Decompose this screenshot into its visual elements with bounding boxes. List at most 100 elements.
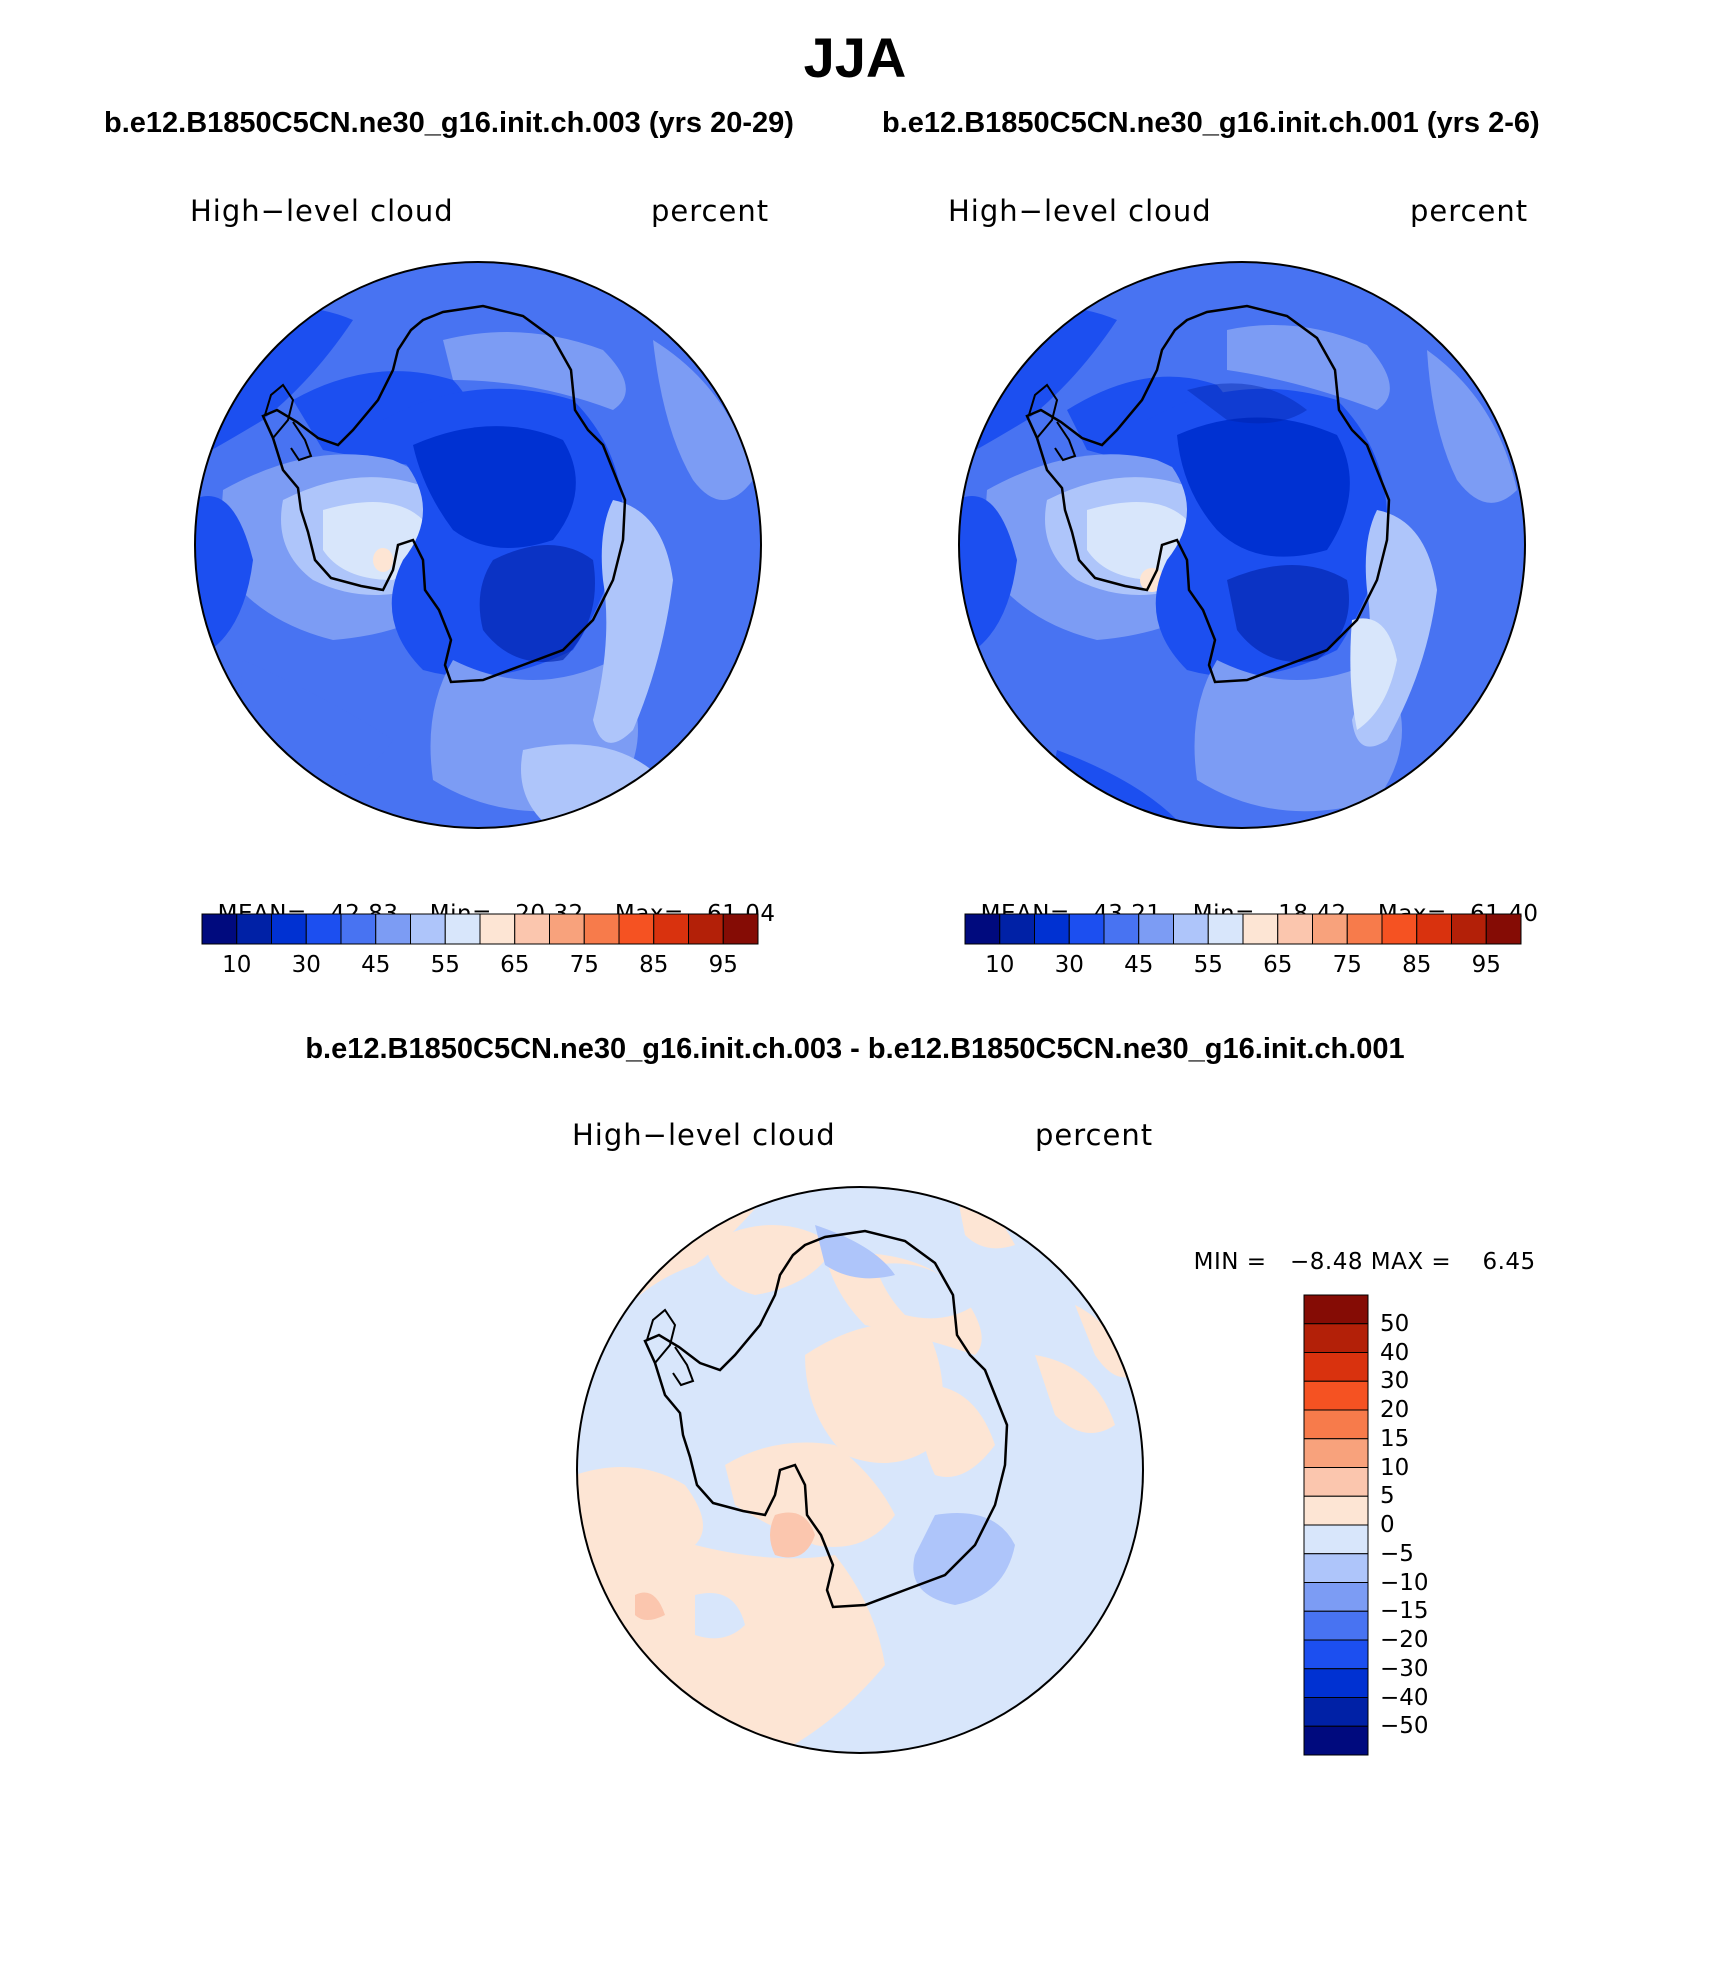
colorbar-swatch [201, 913, 238, 945]
colorbar-tick-label: 75 [1332, 952, 1362, 978]
diff-units-label: percent [1035, 1118, 1154, 1152]
colorbar-tick-label: 55 [430, 952, 460, 978]
colorbar-swatch [1303, 1495, 1369, 1526]
colorbar-tick-label: 10 [985, 952, 1015, 978]
colorbar-tick-label: 45 [1124, 952, 1154, 978]
colorbar-swatch [1416, 913, 1452, 945]
colorbar-swatch [1303, 1352, 1369, 1382]
colorbar-tick-label: 10 [1380, 1454, 1410, 1481]
colorbar-tick-label: 20 [1380, 1397, 1410, 1423]
colorbar-swatch [1303, 1610, 1369, 1641]
colorbar-swatch [236, 913, 272, 945]
colorbar-tick-label: −50 [1380, 1713, 1429, 1740]
colorbar-tick-label: 75 [569, 952, 599, 978]
colorbar-tick-label: −15 [1380, 1598, 1429, 1625]
colorbar-swatch [1138, 913, 1174, 945]
colorbar-swatch [722, 913, 759, 945]
colorbar-tick-label: 10 [222, 952, 252, 978]
diff-min-value: −8.48 [1289, 1249, 1363, 1275]
diff-max-value: 6.45 [1482, 1249, 1536, 1275]
colorbar-tick-label: 50 [1380, 1310, 1410, 1337]
colorbar-swatch [1173, 913, 1209, 945]
colorbar-swatch [375, 913, 411, 945]
right-case-title: b.e12.B1850C5CN.ne30_g16.init.ch.001 (yr… [882, 107, 1540, 139]
colorbar-swatch [1346, 913, 1383, 945]
colorbar-tick-label: 95 [708, 952, 738, 978]
colorbar-swatch [1303, 1380, 1369, 1411]
colorbar-swatch [618, 913, 655, 945]
colorbar-swatch [1068, 913, 1105, 945]
figure-season-title: JJA [803, 26, 907, 89]
colorbar-tick-label: −5 [1380, 1540, 1414, 1567]
colorbar-swatch [1303, 1409, 1369, 1440]
diff-variable-label: High−level cloud [572, 1118, 836, 1152]
colorbar-swatch [1103, 913, 1140, 945]
colorbar-swatch [688, 913, 724, 945]
colorbar-tick-label: 30 [1054, 952, 1084, 978]
colorbar-swatch [1242, 913, 1279, 945]
colorbar-swatch [444, 913, 481, 945]
colorbar-swatch [305, 913, 342, 945]
colorbar-tick-label: −10 [1380, 1569, 1429, 1596]
colorbar-swatch [1303, 1323, 1369, 1353]
colorbar-tick-label: −30 [1380, 1655, 1429, 1682]
colorbar-tick-label: 45 [361, 952, 391, 978]
colorbar-swatch [340, 913, 377, 945]
colorbar-tick-label: 30 [1380, 1368, 1410, 1395]
colorbar-tick-label: −20 [1380, 1627, 1429, 1653]
diff-title: b.e12.B1850C5CN.ne30_g16.init.ch.003 - b… [305, 1033, 1405, 1065]
right-colorbar [964, 913, 1522, 945]
left-polar-map [194, 261, 762, 829]
colorbar-swatch [653, 913, 689, 945]
diff-polar-map [576, 1186, 1144, 1754]
right-units-label: percent [1410, 194, 1529, 228]
colorbar-tick-label: 95 [1471, 952, 1501, 978]
colorbar-tick-label: 0 [1380, 1512, 1395, 1538]
colorbar-tick-label: 65 [500, 952, 530, 978]
left-units-label: percent [651, 194, 770, 228]
left-variable-label: High−level cloud [190, 194, 454, 228]
colorbar-swatch [999, 913, 1035, 945]
diff-colorbar-ticks: 50 40 30 20 15 10 5 0 −5 −10 −15 −20 −30 −40 −50 [1380, 1295, 1480, 1755]
colorbar-tick-label: 5 [1380, 1483, 1395, 1510]
colorbar-tick-label: 30 [291, 952, 321, 978]
right-variable-label: High−level cloud [948, 194, 1212, 228]
colorbar-tick-label: 40 [1380, 1339, 1410, 1366]
colorbar-tick-label: 55 [1193, 952, 1223, 978]
left-colorbar [201, 913, 759, 945]
colorbar-swatch [514, 913, 550, 945]
colorbar-swatch [1303, 1582, 1369, 1612]
left-case-title: b.e12.B1850C5CN.ne30_g16.init.ch.003 (yr… [104, 107, 794, 139]
colorbar-swatch [1451, 913, 1487, 945]
right-colorbar-ticks: 10 30 45 55 65 75 85 95 [965, 952, 1521, 982]
colorbar-swatch [410, 913, 446, 945]
colorbar-swatch [1303, 1294, 1369, 1325]
colorbar-swatch [1034, 913, 1070, 945]
colorbar-tick-label: 15 [1380, 1425, 1410, 1452]
colorbar-tick-label: 85 [1402, 952, 1432, 978]
colorbar-tick-label: −40 [1380, 1684, 1429, 1711]
right-polar-map [958, 261, 1526, 829]
colorbar-swatch [1303, 1668, 1369, 1698]
colorbar-tick-label: 65 [1263, 952, 1293, 978]
colorbar-tick-label: 85 [639, 952, 669, 978]
colorbar-swatch [964, 913, 1001, 945]
colorbar-swatch [1303, 1725, 1369, 1756]
colorbar-swatch [1303, 1697, 1369, 1727]
colorbar-swatch [1303, 1524, 1369, 1555]
diff-max-label: MAX = [1370, 1249, 1452, 1275]
colorbar-swatch [1303, 1639, 1369, 1670]
left-colorbar-ticks: 10 30 45 55 65 75 85 95 [202, 952, 758, 982]
colorbar-swatch [1207, 913, 1244, 945]
colorbar-swatch [271, 913, 307, 945]
colorbar-swatch [1277, 913, 1313, 945]
diff-min-label: MIN = [1193, 1249, 1267, 1275]
colorbar-swatch [1312, 913, 1348, 945]
colorbar-swatch [1303, 1438, 1369, 1468]
colorbar-swatch [1485, 913, 1522, 945]
colorbar-swatch [1303, 1553, 1369, 1583]
colorbar-swatch [1381, 913, 1418, 945]
diff-stats: MIN = −8.48 MAX = 6.45 [1178, 1220, 1536, 1276]
colorbar-swatch [583, 913, 620, 945]
colorbar-swatch [1303, 1467, 1369, 1497]
